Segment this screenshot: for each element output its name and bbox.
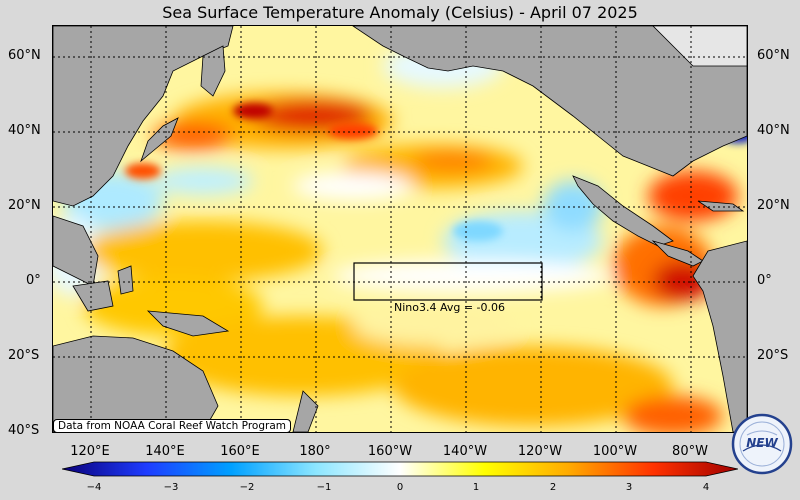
colorbar-tick-m3: −3 bbox=[163, 482, 179, 493]
lab-logo: NEW bbox=[731, 413, 793, 475]
lon-label-100w: 100°W bbox=[592, 444, 638, 459]
lon-label-140w: 140°W bbox=[442, 444, 488, 459]
lat-label-40n-left: 40°N bbox=[8, 123, 41, 138]
lat-label-60n-right: 60°N bbox=[757, 48, 790, 63]
colorbar-tick-3: 3 bbox=[625, 482, 633, 493]
svg-text:NEW: NEW bbox=[746, 436, 778, 450]
map-title: Sea Surface Temperature Anomaly (Celsius… bbox=[162, 3, 638, 22]
graticule bbox=[53, 26, 747, 432]
colorbar-tick-m4: −4 bbox=[86, 482, 102, 493]
lon-label-160e: 160°E bbox=[220, 444, 260, 459]
colorbar-tick-4: 4 bbox=[702, 482, 710, 493]
map-canvas bbox=[53, 26, 747, 432]
nino34-box bbox=[353, 262, 543, 301]
sst-anomaly-map bbox=[52, 25, 748, 433]
lat-label-eq-left: 0° bbox=[26, 273, 41, 288]
data-credit: Data from NOAA Coral Reef Watch Program bbox=[53, 419, 291, 433]
anomaly-field bbox=[53, 44, 738, 432]
lon-label-80w: 80°W bbox=[672, 444, 708, 459]
lon-label-160w: 160°W bbox=[367, 444, 413, 459]
lat-label-60n-left: 60°N bbox=[8, 48, 41, 63]
lat-label-20s-right: 20°S bbox=[757, 348, 789, 363]
colorbar-tick-1: 1 bbox=[472, 482, 480, 493]
lon-label-120w: 120°W bbox=[517, 444, 563, 459]
colorbar bbox=[62, 461, 738, 477]
lat-label-eq-right: 0° bbox=[757, 273, 772, 288]
colorbar-tick-0: 0 bbox=[396, 482, 404, 493]
lat-label-20n-left: 20°N bbox=[8, 198, 41, 213]
lon-label-120e: 120°E bbox=[70, 444, 110, 459]
lat-label-40n-right: 40°N bbox=[757, 123, 790, 138]
lat-label-40s-left: 40°S bbox=[8, 423, 40, 438]
lat-label-20s-left: 20°S bbox=[8, 348, 40, 363]
colorbar-tick-2: 2 bbox=[549, 482, 557, 493]
lon-label-140e: 140°E bbox=[145, 444, 185, 459]
colorbar-tick-m1: −1 bbox=[316, 482, 332, 493]
colorbar-tick-m2: −2 bbox=[239, 482, 255, 493]
lat-label-20n-right: 20°N bbox=[757, 198, 790, 213]
nino34-label: Nino3.4 Avg = -0.06 bbox=[394, 301, 506, 314]
lon-label-180: 180° bbox=[299, 444, 331, 459]
land-masses bbox=[53, 26, 747, 432]
